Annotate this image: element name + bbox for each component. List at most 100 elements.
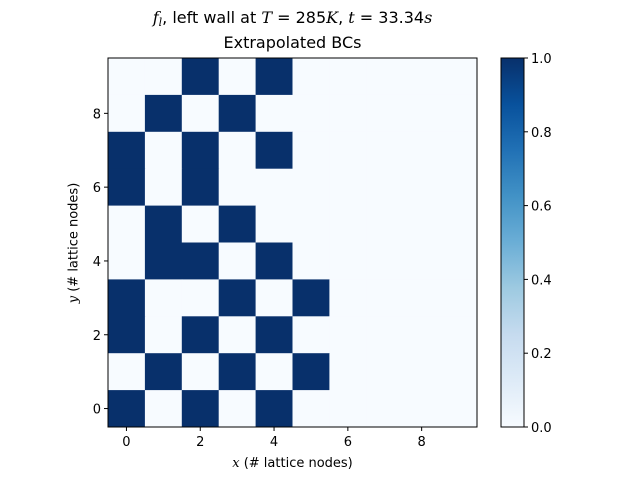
heatmap-cell <box>108 279 146 317</box>
heatmap-cell <box>440 94 478 133</box>
heatmap-cell <box>329 390 367 428</box>
heatmap-cell <box>292 353 330 391</box>
heatmap-cell <box>366 316 404 354</box>
heatmap-cell <box>255 390 293 428</box>
heatmap-cell <box>292 390 330 428</box>
heatmap-cell <box>440 242 478 280</box>
heatmap-cell <box>218 353 257 391</box>
heatmap-cell <box>403 58 441 96</box>
heatmap-cell <box>440 316 478 354</box>
heatmap-cell <box>292 242 330 280</box>
heatmap-cell <box>218 58 257 96</box>
heatmap-cell <box>366 279 404 317</box>
heatmap-cell <box>403 353 441 391</box>
title-t: t <box>348 8 355 27</box>
heatmap-cell <box>329 131 367 170</box>
heatmap-cell <box>181 242 220 280</box>
heatmap-cell <box>255 316 293 354</box>
heatmap-cell <box>144 316 183 354</box>
heatmap-cell <box>403 279 441 317</box>
heatmap-cell <box>218 279 257 317</box>
heatmap-cell <box>181 353 220 391</box>
heatmap-cell <box>144 94 183 133</box>
title-T: T <box>261 8 273 27</box>
heatmap-cell <box>292 205 330 243</box>
x-tick-label: 4 <box>270 435 278 450</box>
y-tick-label: 6 <box>93 181 101 196</box>
heatmap-cell <box>108 316 146 354</box>
heatmap-cell <box>144 58 183 96</box>
heatmap-cell <box>366 168 404 207</box>
heatmap-cell <box>144 353 183 391</box>
heatmap-cell <box>144 242 183 280</box>
heatmap-cell <box>181 168 220 207</box>
heatmap-cell <box>366 58 404 96</box>
heatmap-cell <box>440 58 478 96</box>
x-axis-var: x <box>232 456 240 471</box>
heatmap-cell <box>218 205 257 243</box>
heatmap-cell <box>440 390 478 428</box>
title-f: f <box>152 8 159 27</box>
heatmap-cell <box>403 168 441 207</box>
heatmap-cell <box>329 205 367 243</box>
heatmap-cell <box>218 390 257 428</box>
y-tick-label: 8 <box>93 107 101 122</box>
heatmap-cell <box>108 353 146 391</box>
heatmap-cell <box>366 353 404 391</box>
heatmap-cell <box>218 94 257 133</box>
y-tick-label: 0 <box>93 403 101 418</box>
y-tick-label: 2 <box>93 329 101 344</box>
heatmap-cell <box>329 168 367 207</box>
heatmap-cell <box>403 94 441 133</box>
colorbar-tick-label: 0.2 <box>531 347 552 362</box>
heatmap-cell <box>440 279 478 317</box>
heatmap-cell <box>108 131 146 170</box>
heatmap-cell <box>255 205 293 243</box>
heatmap-cell <box>255 279 293 317</box>
heatmap-cell <box>329 316 367 354</box>
y-axis-var: y <box>66 295 82 304</box>
heatmap-cell <box>218 168 257 207</box>
heatmap-cell <box>144 390 183 428</box>
heatmap-cell <box>329 279 367 317</box>
heatmap-cell <box>181 131 220 170</box>
heatmap-cell <box>403 131 441 170</box>
heatmap-cell <box>440 131 478 170</box>
colorbar-tick-label: 0.0 <box>531 421 552 436</box>
heatmap-cell <box>108 242 146 280</box>
heatmap-cell <box>181 316 220 354</box>
heatmap-cell <box>218 131 257 170</box>
heatmap-cell <box>329 94 367 133</box>
heatmap-cell <box>366 242 404 280</box>
heatmap-cell <box>329 58 367 96</box>
heatmap-cell <box>181 390 220 428</box>
heatmap-cell <box>255 131 293 170</box>
colorbar <box>500 57 525 428</box>
heatmap-cell <box>255 353 293 391</box>
heatmap-cell <box>292 279 330 317</box>
colorbar-tick-label: 0.6 <box>531 200 552 215</box>
heatmap-cell <box>366 390 404 428</box>
title-T-value: = 285 <box>272 8 327 27</box>
heatmap-cell <box>181 279 220 317</box>
plot-frame <box>107 57 478 428</box>
chart-subtitle: Extrapolated BCs <box>223 33 362 52</box>
heatmap-cell <box>292 94 330 133</box>
heatmap-cell <box>108 205 146 243</box>
heatmap-cell <box>329 242 367 280</box>
heatmap-cell <box>403 205 441 243</box>
title-T-unit: K <box>326 8 339 27</box>
heatmap-cell <box>144 279 183 317</box>
colorbar-tick-label: 0.4 <box>531 273 552 288</box>
y-tick-label: 4 <box>93 255 101 270</box>
y-axis-text: (# lattice nodes) <box>66 182 82 296</box>
x-tick-label: 6 <box>344 435 352 450</box>
x-axis-text: (# lattice nodes) <box>239 456 353 471</box>
x-tick-label: 0 <box>122 435 130 450</box>
title-t-value: = 33.34 <box>354 8 425 27</box>
heatmap-cell <box>108 390 146 428</box>
heatmap-cell <box>218 316 257 354</box>
heatmap-cell <box>403 390 441 428</box>
heatmap-cell <box>218 242 257 280</box>
